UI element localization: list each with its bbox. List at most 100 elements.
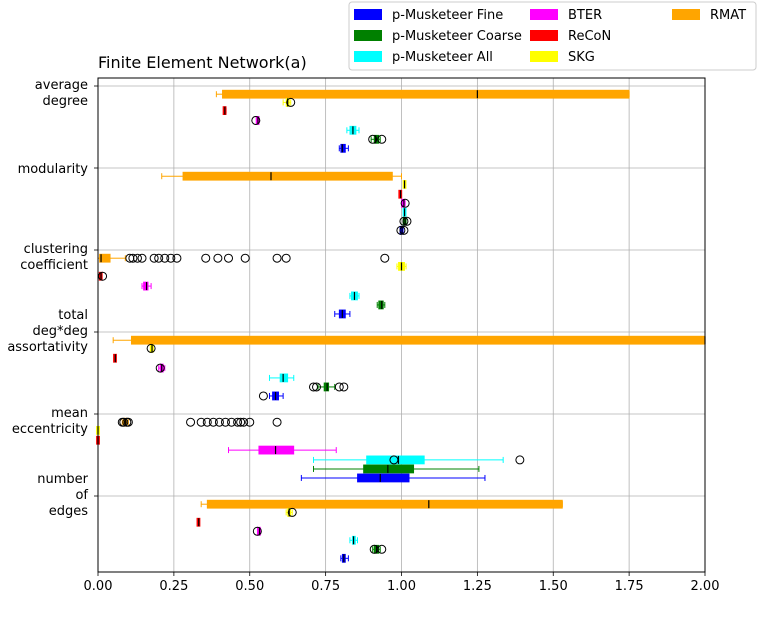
x-tick-label: 1.50 (539, 579, 568, 594)
box-rmat (161, 171, 402, 181)
box-skg (396, 261, 407, 271)
box-skg (146, 343, 156, 353)
box-skg (282, 97, 296, 107)
box-p-musketeer-all (349, 291, 360, 301)
outlier-point (308, 382, 318, 392)
box-p-musketeer-all (349, 535, 358, 545)
legend-label: BTER (568, 8, 602, 23)
x-tick-label: 0.25 (159, 579, 188, 594)
box-p-musketeer-fine (258, 391, 284, 401)
outlier-point (123, 417, 133, 427)
box-iqr (130, 335, 706, 345)
box-iqr (279, 373, 289, 383)
outlier-point (208, 417, 218, 427)
outlier-point (334, 382, 344, 392)
outlier-point (227, 417, 237, 427)
outlier-point (149, 253, 159, 263)
box-iqr (143, 281, 149, 291)
outlier-point (186, 417, 196, 427)
box-recon (98, 271, 108, 281)
legend-swatch (672, 9, 700, 20)
box-recon (222, 106, 227, 115)
box-rmat (215, 89, 630, 99)
category-label: deg*deg (32, 324, 88, 339)
box-bter (251, 115, 261, 125)
legend-label: p-Musketeer All (392, 50, 493, 65)
outlier-point (272, 417, 282, 427)
category-label: eccentricity (12, 422, 88, 437)
outlier-point (154, 253, 164, 263)
outlier-point (155, 363, 165, 373)
box-p-musketeer-coarse (312, 464, 480, 474)
box-bter (252, 526, 262, 536)
category-label: degree (42, 94, 88, 109)
chart-title: Finite Element Network(a) (98, 53, 307, 72)
box-p-musketeer-coarse (399, 216, 412, 226)
legend-swatch (530, 9, 558, 20)
category-label: assortativity (7, 340, 88, 355)
box-p-musketeer-fine (396, 225, 409, 235)
category-label: average (35, 78, 88, 93)
outlier-point (240, 253, 250, 263)
outlier-point (380, 253, 390, 263)
box-p-musketeer-all (402, 207, 407, 217)
box-iqr (99, 253, 111, 263)
box-rmat (200, 499, 563, 509)
x-tick-label: 1.75 (615, 579, 644, 594)
legend-swatch (354, 9, 382, 20)
box-iqr (258, 445, 295, 455)
outlier-point (312, 382, 322, 392)
category-label: of (75, 488, 88, 503)
category-label: number (37, 472, 88, 487)
box-recon (196, 517, 201, 527)
box-skg (285, 507, 297, 517)
box-iqr (340, 143, 346, 153)
boxes (96, 89, 706, 563)
box-iqr (378, 300, 384, 310)
outlier-point (224, 253, 234, 263)
outlier-point (201, 253, 211, 263)
box-bter (228, 445, 337, 455)
category-label: modularity (18, 162, 89, 177)
outlier-point (119, 417, 129, 427)
outlier-point (368, 134, 378, 144)
category-label: edges (49, 504, 89, 519)
box-p-musketeer-coarse (308, 382, 349, 392)
outlier-point (281, 253, 291, 263)
outlier-point (202, 417, 212, 427)
box-p-musketeer-all (346, 125, 360, 135)
outlier-point (236, 417, 246, 427)
x-tick-label: 0.00 (84, 579, 113, 594)
legend-label: p-Musketeer Fine (392, 8, 503, 23)
x-tick-label: 0.75 (311, 579, 340, 594)
box-iqr (323, 382, 330, 392)
legend-label: p-Musketeer Coarse (392, 29, 522, 44)
category-label: mean (51, 406, 88, 421)
box-rmat (117, 417, 282, 427)
x-tick-label: 2.00 (691, 579, 720, 594)
outlier-point (146, 343, 156, 353)
legend: p-Musketeer Fine p-Musketeer Coarse p-Musk… (348, 1, 757, 71)
outlier-point (160, 253, 170, 263)
box-bter (155, 363, 166, 373)
box-p-musketeer-fine (340, 553, 349, 563)
outlier-point (132, 253, 142, 263)
legend-label: ReCoN (568, 29, 611, 44)
legend-swatch (354, 30, 382, 41)
outlier-point (396, 225, 406, 235)
box-p-musketeer-fine (300, 473, 486, 483)
box-p-musketeer-fine (338, 143, 349, 153)
outlier-point (377, 134, 387, 144)
legend-label: SKG (568, 50, 595, 65)
outlier-point (272, 253, 282, 263)
outlier-point (402, 216, 412, 226)
outlier-point (213, 253, 223, 263)
outlier-point (166, 253, 176, 263)
outlier-point (239, 417, 249, 427)
outlier-point (98, 271, 108, 281)
box-skg (402, 179, 407, 189)
outlier-point (245, 417, 255, 427)
outlier-point (515, 455, 525, 465)
